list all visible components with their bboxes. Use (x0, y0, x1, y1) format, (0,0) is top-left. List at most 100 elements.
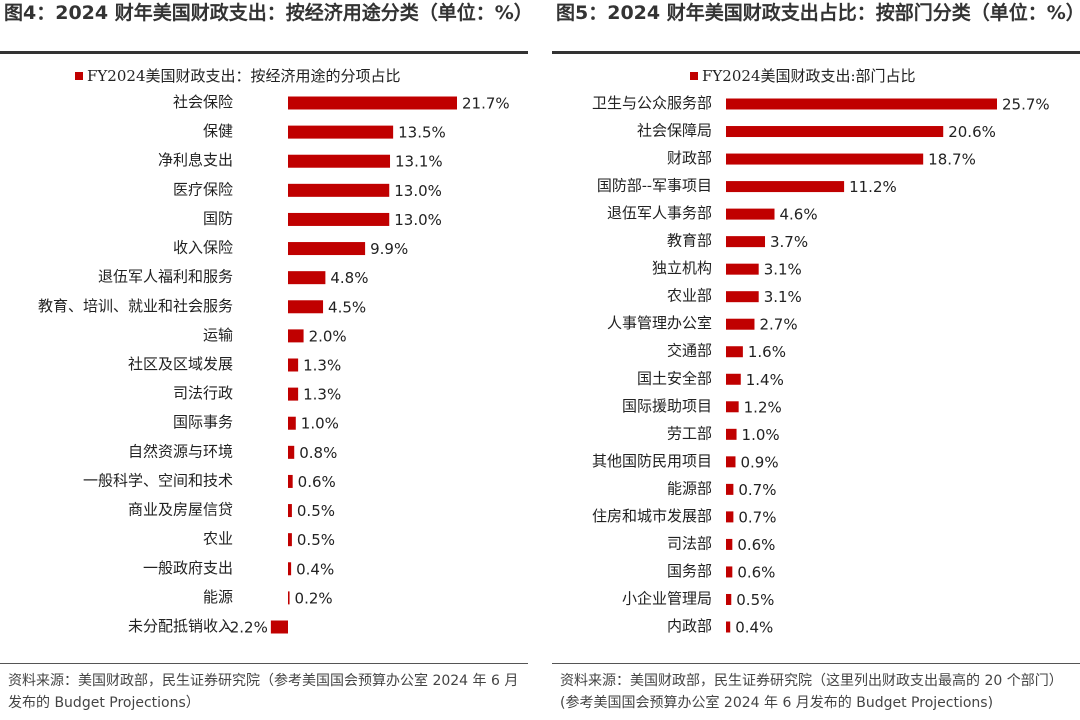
category-label: 小企业管理局 (622, 589, 712, 607)
value-label: 0.5% (736, 591, 774, 609)
bar (726, 483, 734, 495)
category-label: 财政部 (667, 149, 712, 167)
value-label: 0.6% (737, 563, 775, 581)
value-label: 13.1% (395, 153, 443, 171)
bar (726, 511, 734, 523)
rule (0, 663, 528, 664)
value-label: 0.7% (738, 481, 776, 499)
value-label: 13.0% (394, 211, 442, 229)
category-label: 社会保险 (173, 93, 233, 111)
legend-label: FY2024美国财政支出：按经济用途的分项占比 (87, 67, 401, 85)
bar (288, 591, 290, 605)
value-label: 4.8% (330, 269, 368, 287)
bar (270, 620, 288, 634)
value-label: 0.9% (740, 453, 778, 471)
category-label: 卫生与公众服务部 (592, 94, 712, 112)
panel: 图4：2024 财年美国财政支出：按经济用途分类（单位：%） FY2024美国财… (0, 0, 533, 720)
rule (552, 51, 1080, 54)
chart-title: 图4：2024 财年美国财政支出：按经济用途分类（单位：%） (4, 2, 533, 24)
bar (288, 212, 390, 226)
value-label: 1.3% (303, 357, 341, 375)
bar (726, 428, 737, 440)
bar (726, 346, 743, 358)
category-label: 国际事务 (173, 413, 233, 431)
bar (288, 562, 292, 576)
value-label: 18.7% (928, 151, 976, 169)
category-label: 教育部 (667, 232, 712, 250)
value-label: 0.6% (298, 473, 336, 491)
category-label: 独立机构 (652, 259, 712, 277)
bar (726, 181, 845, 193)
category-label: 其他国防民用项目 (592, 452, 712, 470)
bar (726, 236, 766, 248)
category-label: 净利息支出 (158, 151, 233, 169)
value-label: 21.7% (462, 95, 510, 113)
bar (288, 387, 299, 401)
bar (288, 300, 324, 314)
panel: 图5：2024 财年美国财政支出占比：按部门分类（单位：%） FY2024美国财… (552, 0, 1080, 720)
category-label: 农业 (203, 530, 233, 548)
bar (726, 401, 739, 413)
category-label: 劳工部 (667, 424, 712, 442)
value-label: 0.7% (738, 508, 776, 526)
bar (726, 318, 755, 330)
bar (726, 153, 924, 165)
source: 资料来源：美国财政部，民生证券研究院（这里列出财政支出最高的 20 个部门）(参… (560, 673, 1063, 711)
category-label: 国土安全部 (637, 369, 712, 387)
category-label: 医疗保险 (173, 180, 233, 198)
value-label: 1.0% (301, 415, 339, 433)
value-label: 1.6% (748, 343, 786, 361)
category-label: 农业部 (667, 287, 712, 305)
category-label: 司法行政 (173, 384, 233, 402)
category-label: 人事管理办公室 (607, 314, 712, 332)
category-label: 一般科学、空间和技术 (83, 471, 233, 489)
value-label: 1.3% (303, 386, 341, 404)
category-label: 司法部 (667, 534, 712, 552)
bar (726, 291, 759, 303)
bar (288, 445, 295, 459)
value-label: 3.1% (764, 261, 802, 279)
value-label: 13.5% (398, 124, 446, 142)
category-label: 保健 (203, 122, 233, 140)
bar (288, 416, 296, 430)
bar (288, 154, 391, 168)
category-label: 退伍军人事务部 (607, 204, 712, 222)
value-label: 3.7% (770, 233, 808, 251)
category-label: 社区及区域发展 (128, 355, 233, 373)
category-label: 国务部 (667, 562, 712, 580)
category-label: 国防 (203, 209, 233, 227)
bar (288, 533, 292, 547)
chart-title: 图5：2024 财年美国财政支出占比：按部门分类（单位：%） (556, 2, 1080, 24)
category-label: 收入保险 (173, 239, 233, 257)
category-label: 内政部 (667, 617, 712, 635)
bar (726, 593, 732, 605)
category-label: 教育、培训、就业和社会服务 (38, 297, 233, 315)
bar (726, 263, 759, 275)
category-label: 住房和城市发展部 (592, 507, 712, 525)
category-label: 运输 (203, 326, 233, 344)
bar (726, 126, 944, 138)
legend-swatch (690, 72, 698, 80)
value-label: 4.5% (328, 298, 366, 316)
category-label: 自然资源与环境 (128, 442, 233, 460)
rule (0, 51, 528, 54)
legend-label: FY2024美国财政支出:部门占比 (702, 67, 916, 85)
bar (726, 98, 997, 110)
category-label: 退伍军人福利和服务 (98, 268, 233, 286)
value-label: 1.2% (744, 398, 782, 416)
bar (726, 208, 775, 220)
category-label: 能源 (203, 588, 233, 606)
bar (726, 373, 741, 385)
value-label: 0.4% (735, 619, 773, 637)
category-label: 国防部--军事项目 (597, 177, 712, 195)
value-label: 1.4% (746, 371, 784, 389)
value-label: -2.2% (224, 619, 268, 637)
value-label: 3.1% (764, 288, 802, 306)
value-label: 0.2% (295, 589, 333, 607)
category-label: 一般政府支出 (143, 559, 233, 577)
bar (288, 96, 457, 110)
category-label: 未分配抵销收入 (128, 617, 233, 635)
rule (552, 663, 1080, 664)
